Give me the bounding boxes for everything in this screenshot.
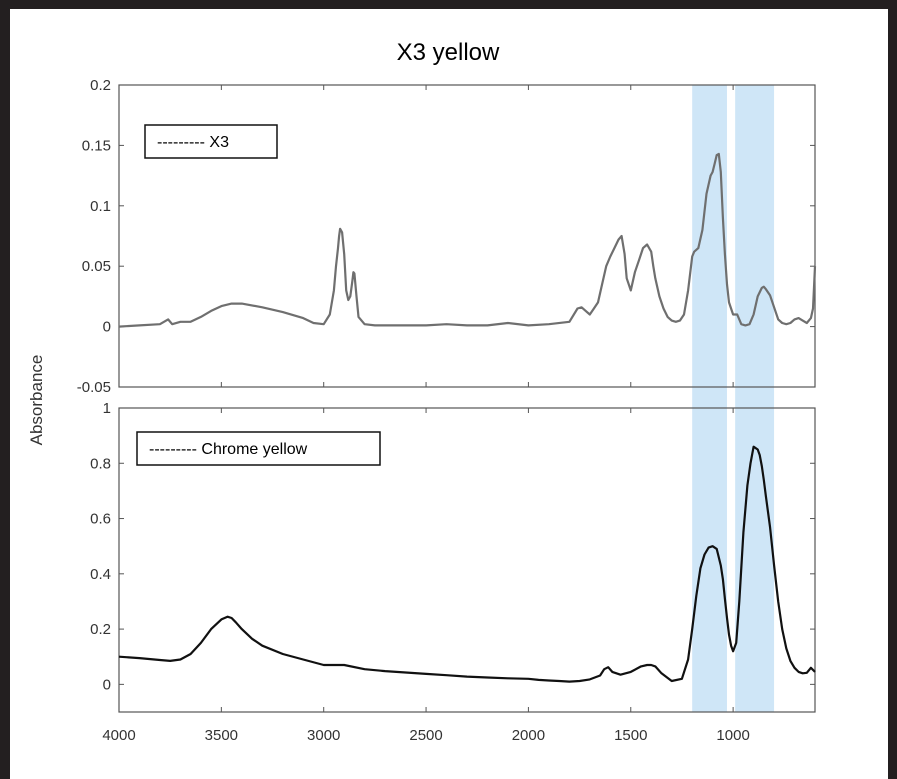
chart-title: X3 yellow [397, 39, 500, 66]
x-tick-label-2: 3000 [307, 727, 340, 744]
y-tick-label-1-5: -0.05 [77, 379, 111, 396]
legend-entry-2: --------- Chrome yellow [149, 441, 308, 458]
left-border [0, 0, 10, 779]
panel-x3: 0.2 0.15 0.1 0.05 0 -0.05 --------- X3 [77, 77, 817, 396]
y-tick-label-1-1: 0.15 [82, 137, 111, 154]
plot-area-2 [118, 407, 816, 713]
y-tick-label-1-4: 0 [103, 319, 111, 336]
series-line-1 [118, 152, 817, 328]
x-tick-label-6: 1000 [716, 727, 749, 744]
x-axis: 4000 3500 3000 2500 2000 1500 1000 [102, 727, 749, 744]
series-line-2 [118, 445, 816, 683]
right-border [888, 0, 897, 779]
legend-box-2 [136, 431, 381, 466]
y-tick-label-2-5: 0 [103, 676, 111, 693]
y-tick-label-1-0: 0.2 [90, 77, 111, 94]
panel-chrome-yellow: 1 0.8 0.6 0.4 0.2 0 --------- Chrome yellow [90, 400, 816, 713]
plot-area-1 [118, 84, 816, 388]
top-border [0, 0, 897, 9]
y-tick-label-2-4: 0.2 [90, 621, 111, 638]
y-tick-label-2-3: 0.4 [90, 566, 111, 583]
x-tick-label-3: 2500 [409, 727, 442, 744]
x-tick-label-4: 2000 [512, 727, 545, 744]
highlight-band-2 [735, 85, 775, 712]
y-tick-label-2-1: 0.8 [90, 455, 111, 472]
x-tick-label-1: 3500 [205, 727, 238, 744]
y-tick-label-1-2: 0.1 [90, 198, 111, 215]
y-tick-label-1-3: 0.05 [82, 258, 111, 275]
highlight-bands [692, 85, 775, 712]
y-tick-label-2-2: 0.6 [90, 511, 111, 528]
legend-box-1 [144, 124, 278, 159]
y-axis-label: Absorbance [27, 355, 46, 446]
x-tick-label-5: 1500 [614, 727, 647, 744]
y-tick-label-2-0: 1 [103, 400, 111, 417]
legend-entry-1: --------- X3 [157, 134, 229, 151]
x-tick-label-0: 4000 [102, 727, 135, 744]
